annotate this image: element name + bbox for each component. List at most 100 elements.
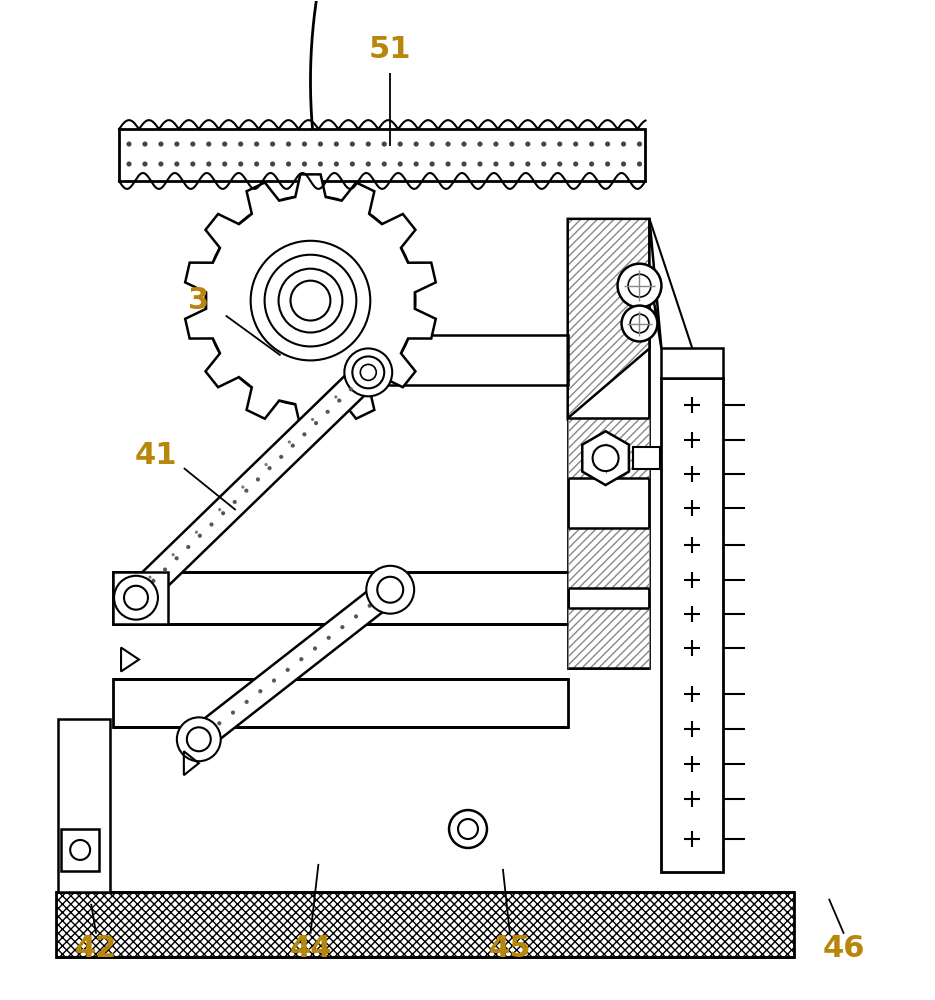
Circle shape	[174, 162, 180, 166]
Circle shape	[194, 531, 198, 534]
Circle shape	[637, 162, 642, 166]
Circle shape	[233, 500, 237, 504]
Circle shape	[541, 162, 546, 166]
Bar	[113, 679, 568, 727]
Circle shape	[429, 162, 435, 166]
Circle shape	[149, 576, 151, 579]
Polygon shape	[126, 362, 378, 608]
Circle shape	[270, 162, 275, 166]
Circle shape	[207, 142, 211, 147]
Circle shape	[286, 162, 291, 166]
Circle shape	[628, 274, 651, 297]
Circle shape	[314, 421, 318, 425]
Circle shape	[311, 418, 314, 421]
Bar	[568, 528, 650, 588]
Circle shape	[172, 553, 175, 556]
Circle shape	[302, 162, 307, 166]
Circle shape	[510, 142, 514, 147]
Circle shape	[244, 489, 249, 493]
Bar	[340, 335, 568, 385]
Circle shape	[478, 162, 482, 166]
Circle shape	[462, 142, 467, 147]
Circle shape	[302, 142, 307, 147]
Circle shape	[256, 477, 260, 481]
Circle shape	[299, 657, 303, 661]
Circle shape	[338, 399, 341, 403]
Circle shape	[177, 717, 221, 761]
Circle shape	[265, 255, 356, 346]
Circle shape	[187, 727, 210, 751]
Bar	[568, 418, 650, 478]
Circle shape	[367, 604, 372, 608]
Circle shape	[350, 142, 355, 147]
Circle shape	[223, 162, 227, 166]
Circle shape	[238, 142, 243, 147]
Circle shape	[158, 142, 164, 147]
Circle shape	[593, 445, 619, 471]
Circle shape	[637, 142, 642, 147]
Circle shape	[630, 314, 649, 333]
Circle shape	[325, 410, 330, 414]
Polygon shape	[568, 219, 650, 418]
Circle shape	[191, 162, 195, 166]
Circle shape	[367, 566, 414, 614]
Bar	[113, 572, 568, 624]
Circle shape	[494, 162, 498, 166]
Polygon shape	[185, 174, 436, 427]
Circle shape	[286, 668, 290, 672]
Bar	[632, 447, 660, 469]
Circle shape	[218, 508, 222, 511]
Circle shape	[589, 162, 594, 166]
Circle shape	[142, 162, 148, 166]
Circle shape	[151, 579, 155, 583]
Circle shape	[291, 281, 330, 321]
Circle shape	[209, 522, 213, 526]
Circle shape	[449, 810, 487, 848]
Circle shape	[589, 142, 594, 147]
Circle shape	[318, 142, 323, 147]
Circle shape	[174, 142, 180, 147]
Circle shape	[344, 348, 392, 396]
Circle shape	[326, 636, 331, 640]
Bar	[113, 572, 168, 624]
Circle shape	[573, 142, 578, 147]
Text: 41: 41	[135, 441, 177, 470]
Bar	[568, 608, 650, 668]
Circle shape	[114, 576, 158, 620]
Circle shape	[288, 441, 291, 444]
Polygon shape	[650, 219, 661, 348]
Circle shape	[163, 568, 167, 572]
Bar	[661, 378, 724, 872]
Text: 42: 42	[75, 934, 117, 963]
Circle shape	[280, 455, 283, 459]
Circle shape	[429, 142, 435, 147]
Circle shape	[525, 142, 530, 147]
Circle shape	[142, 142, 148, 147]
Circle shape	[573, 162, 578, 166]
Circle shape	[621, 142, 626, 147]
Circle shape	[355, 359, 381, 385]
Circle shape	[206, 196, 415, 405]
Text: 3: 3	[188, 286, 209, 315]
Circle shape	[231, 711, 235, 715]
Circle shape	[251, 241, 370, 360]
Circle shape	[124, 586, 148, 610]
Circle shape	[302, 432, 307, 436]
Circle shape	[241, 486, 244, 489]
Bar	[119, 129, 645, 181]
Circle shape	[377, 577, 403, 603]
Circle shape	[605, 142, 610, 147]
Circle shape	[272, 679, 276, 683]
Circle shape	[350, 162, 355, 166]
Circle shape	[357, 373, 361, 376]
Circle shape	[217, 721, 222, 725]
Circle shape	[175, 556, 179, 560]
Circle shape	[140, 590, 144, 594]
Circle shape	[158, 162, 164, 166]
Text: 44: 44	[289, 934, 332, 963]
Circle shape	[354, 614, 358, 618]
Circle shape	[446, 142, 451, 147]
Circle shape	[286, 142, 291, 147]
Circle shape	[446, 162, 451, 166]
Circle shape	[254, 162, 259, 166]
